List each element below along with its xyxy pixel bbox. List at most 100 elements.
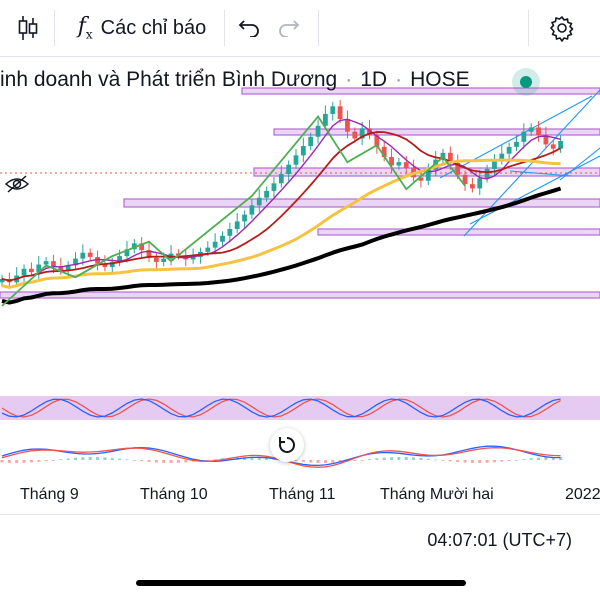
candle-body — [109, 262, 115, 268]
macd-histogram-bar — [15, 460, 19, 463]
candle-body — [374, 135, 380, 147]
macd-histogram-bar — [154, 460, 158, 463]
candle-body — [271, 183, 277, 191]
symbol-name: inh doanh và Phát triển Bình Dương — [0, 68, 338, 91]
macd-histogram-bar — [478, 460, 482, 463]
redo-icon[interactable] — [272, 0, 306, 56]
legend-separator: · — [345, 68, 353, 91]
support-resistance-zones — [0, 87, 600, 420]
candle-body — [330, 106, 336, 114]
candle-body — [36, 264, 42, 273]
reset-chart-button[interactable] — [270, 428, 304, 462]
macd-histogram-bar — [103, 457, 107, 460]
candle-body — [58, 266, 64, 271]
market-status-indicator[interactable] — [512, 68, 540, 96]
candle-body — [293, 155, 299, 165]
time-axis-label: Tháng Mười hai — [380, 486, 494, 503]
indicators-button[interactable]: fx Các chỉ báo — [64, 0, 220, 56]
candle-body — [153, 257, 159, 262]
macd-histogram-bar — [169, 460, 173, 463]
candle-body — [51, 261, 56, 267]
macd-histogram-bar — [353, 460, 357, 461]
macd-histogram-bar — [529, 458, 533, 460]
eye-off-icon[interactable] — [4, 174, 30, 199]
trend-line — [559, 147, 600, 181]
trend-line — [463, 89, 600, 237]
candle-body — [190, 256, 196, 260]
macd-histogram-bar — [265, 457, 269, 460]
macd-histogram-bar — [257, 457, 261, 460]
symbol-legend[interactable]: inh doanh và Phát triển Bình Dương · 1D · HO… — [0, 68, 470, 92]
candlestick-chart-icon[interactable] — [6, 0, 50, 56]
macd-histogram-bar — [434, 459, 438, 461]
candle-body — [205, 247, 211, 252]
oscillator-band — [0, 396, 600, 420]
candle-body — [403, 162, 409, 169]
candle-body — [492, 160, 497, 169]
macd-histogram-bar — [382, 457, 386, 460]
time-axis-label: Tháng 9 — [20, 486, 79, 503]
candle-body — [249, 205, 255, 215]
candle-body — [528, 127, 534, 132]
price-zone — [241, 87, 600, 95]
zigzag-line — [1, 114, 466, 307]
legend-separator: · — [395, 68, 403, 91]
symbol-interval: 1D — [360, 68, 388, 91]
undo-icon[interactable] — [232, 0, 266, 56]
time-axis-label: Tháng 11 — [269, 486, 336, 503]
macd-histogram-bar — [118, 458, 122, 460]
macd-histogram-bar — [360, 460, 364, 461]
candle-body — [521, 131, 527, 142]
macd-histogram-bar — [426, 458, 430, 460]
candle-body — [242, 214, 247, 222]
ma-slow-line — [1, 158, 561, 289]
macd-histogram-bar — [162, 460, 166, 463]
macd-histogram-bar — [323, 460, 327, 463]
candle-body — [308, 136, 314, 147]
candle-body — [212, 241, 218, 248]
candle-body — [396, 162, 402, 166]
candle-body — [29, 268, 34, 273]
candle-body — [352, 131, 358, 139]
settings-gear-icon[interactable] — [542, 0, 582, 56]
candle-body — [95, 256, 100, 264]
macd-histogram-bar — [500, 460, 504, 462]
bottom-status-bar — [0, 514, 600, 571]
status-dot-icon — [520, 76, 532, 88]
stochastic-k-line — [1, 398, 561, 418]
macd-histogram-bar — [551, 457, 555, 460]
toolbar-divider — [528, 10, 529, 46]
candle-body — [0, 278, 5, 283]
toolbar-divider — [224, 10, 225, 46]
macd-histogram-bar — [463, 460, 467, 463]
candlestick-series — [0, 99, 563, 290]
macd-histogram-bar — [250, 457, 254, 460]
macd-histogram-bar — [0, 460, 4, 463]
candle-body — [87, 252, 93, 257]
macd-histogram-bar — [544, 457, 548, 460]
macd-histogram-bar — [206, 460, 210, 461]
macd-histogram-bar — [515, 459, 518, 461]
macd-histogram-bar — [390, 457, 394, 460]
macd-histogram-bar — [397, 457, 401, 460]
macd-histogram-bar — [272, 458, 276, 460]
price-zone — [273, 128, 600, 136]
stochastic-d-line — [1, 398, 561, 418]
price-chart[interactable] — [0, 56, 600, 514]
candle-body — [278, 174, 284, 184]
candle-body — [161, 258, 167, 262]
macd-histogram-bar — [331, 460, 335, 463]
macd-histogram-bar — [110, 457, 114, 460]
trend-line — [509, 170, 573, 177]
macd-histogram-bar — [132, 460, 136, 461]
macd-histogram-bar — [419, 457, 423, 460]
macd-histogram-bar — [412, 457, 416, 460]
candle-body — [73, 258, 78, 266]
macd-histogram-bar — [88, 457, 92, 460]
macd-histogram-bar — [51, 460, 55, 461]
candle-body — [146, 250, 152, 258]
trend-line — [469, 155, 600, 225]
candle-body — [102, 263, 108, 268]
candle-body — [117, 256, 122, 262]
indicators-label: Các chỉ báo — [100, 16, 207, 39]
